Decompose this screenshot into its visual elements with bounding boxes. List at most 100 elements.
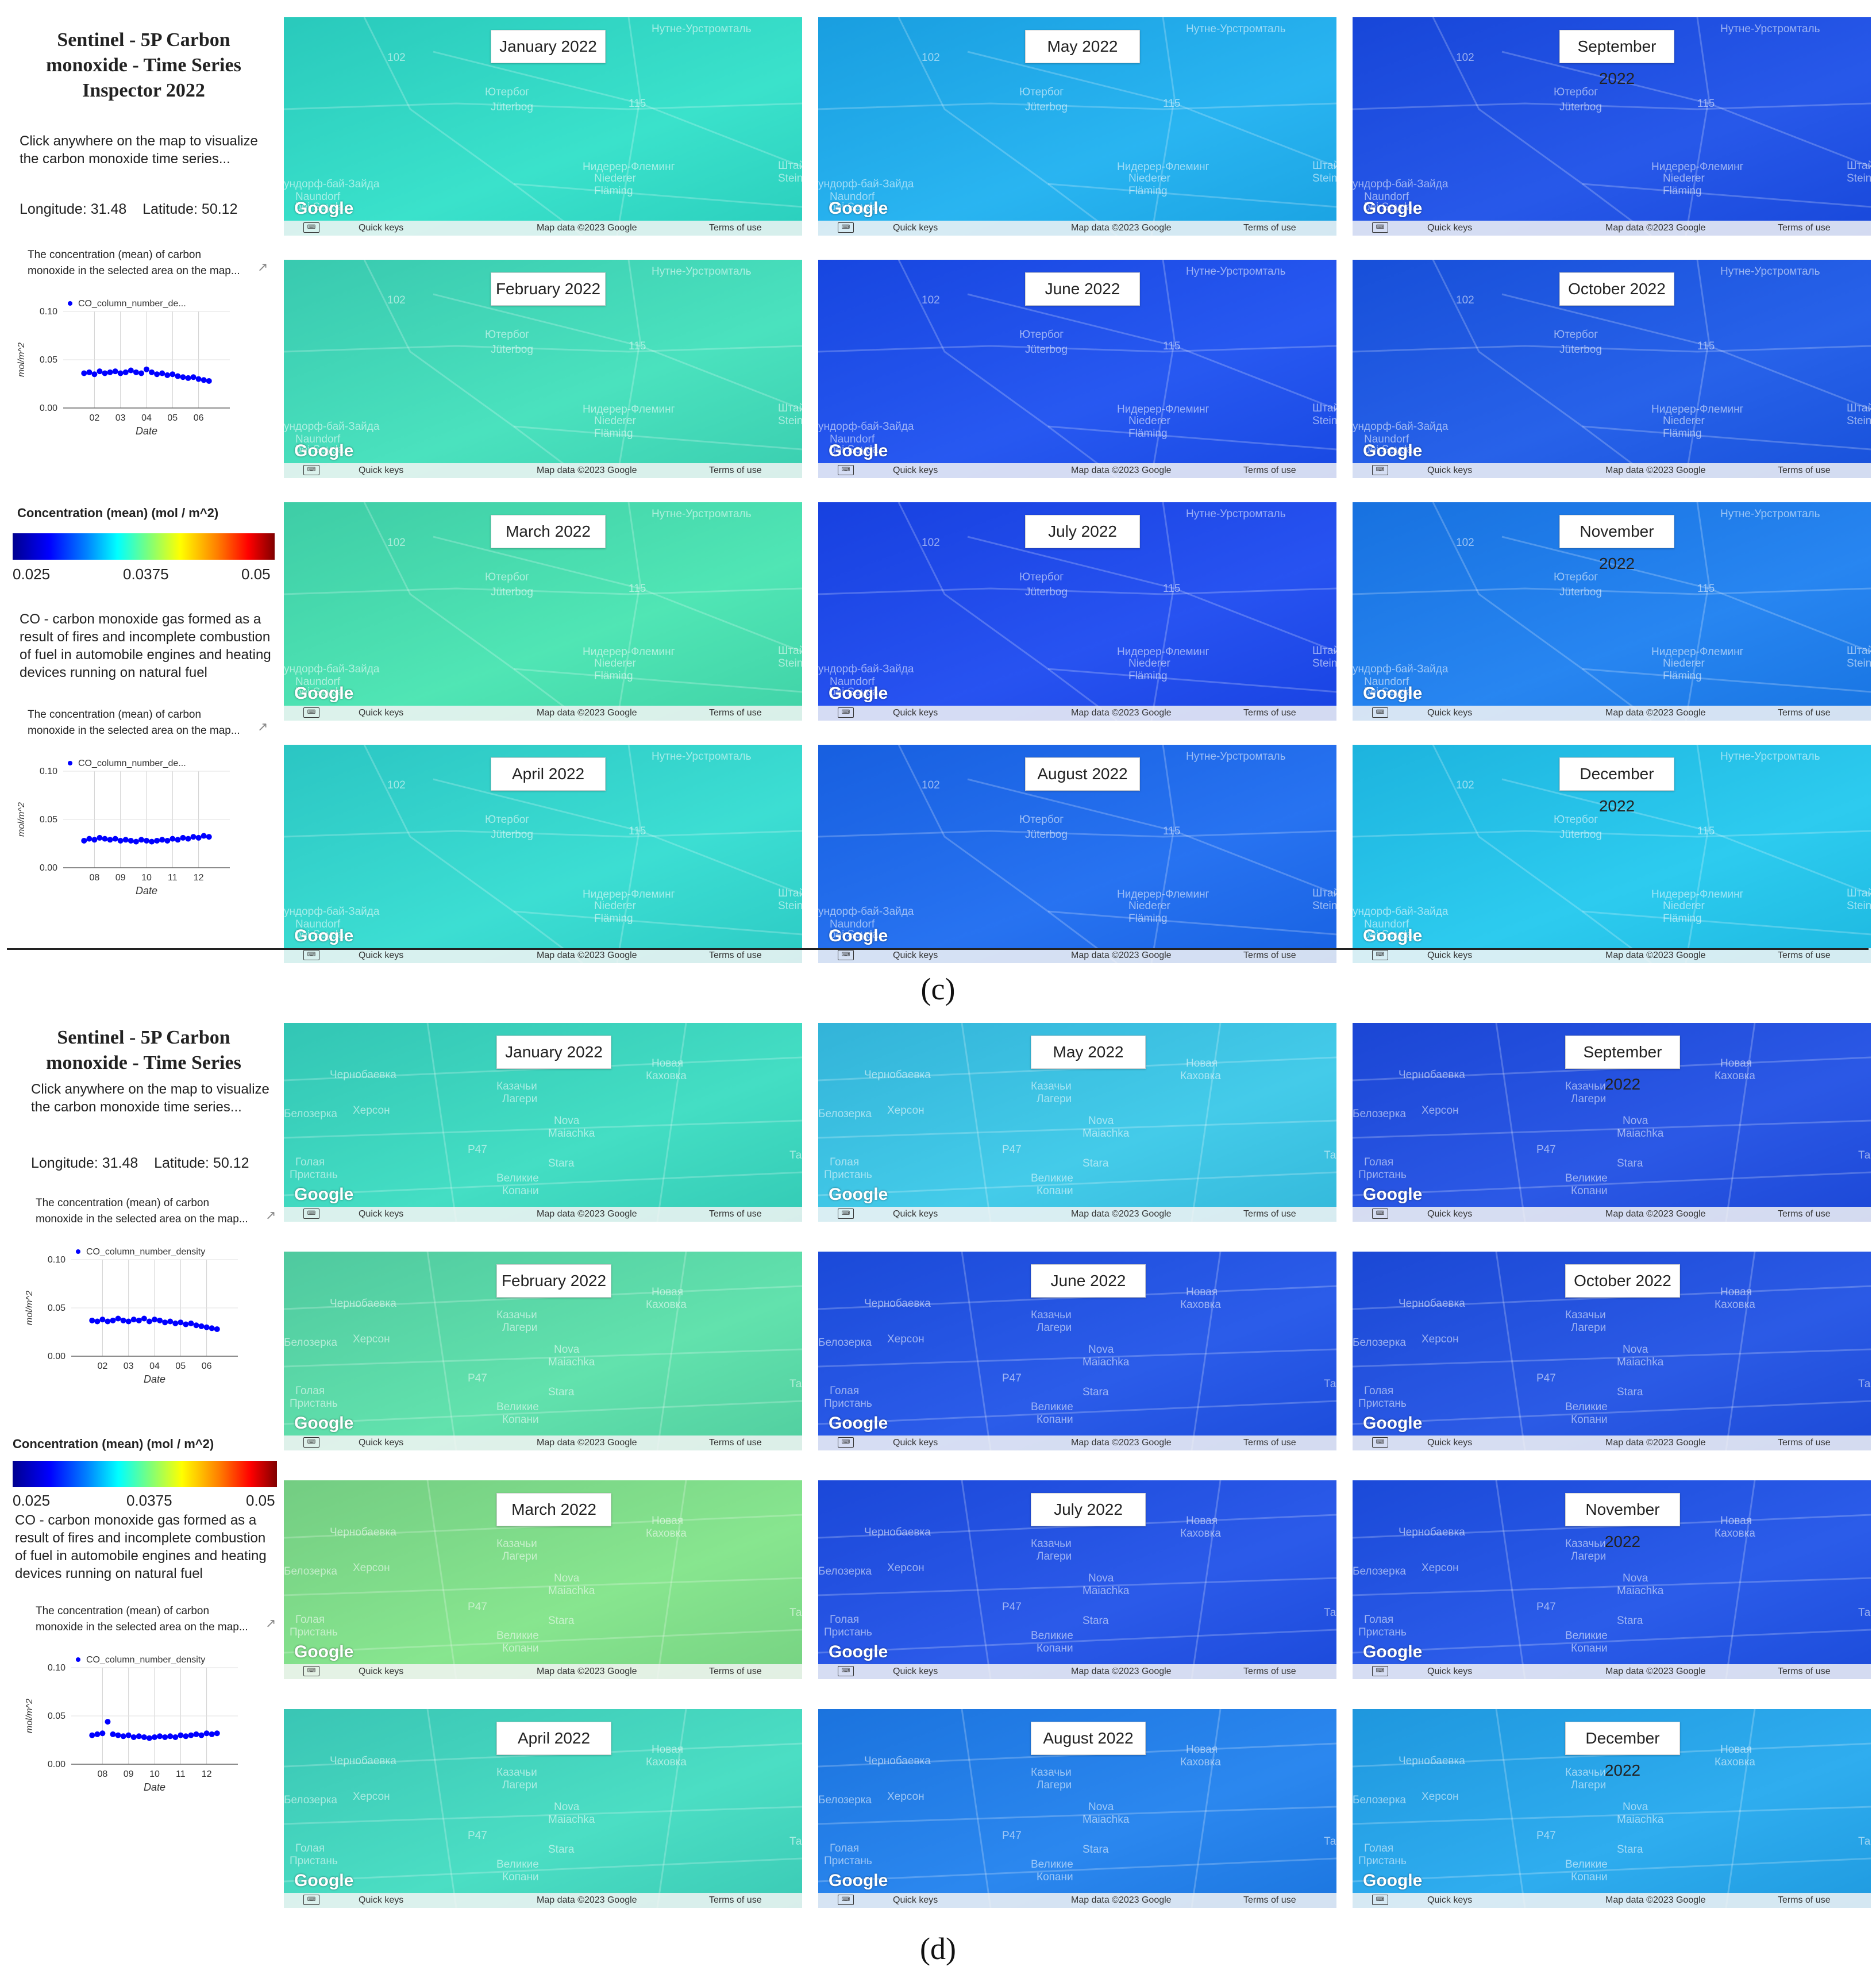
open-external-icon[interactable]: ↗ bbox=[265, 1616, 276, 1630]
map-tile-march[interactable]: Нутне-Урстромталь Ютербог Jüterbog Нидерер-… bbox=[284, 502, 802, 721]
quick-keys-link[interactable]: Quick keys bbox=[359, 708, 404, 718]
map-tile-february[interactable]: Чернобаевка Белозерка Херсон Казачьи Лагери Н… bbox=[284, 1252, 802, 1450]
quick-keys-link[interactable]: Quick keys bbox=[893, 1895, 938, 1905]
terms-of-use-link[interactable]: Terms of use bbox=[1778, 1667, 1831, 1676]
terms-of-use-link[interactable]: Terms of use bbox=[709, 465, 762, 475]
quick-keys-link[interactable]: Quick keys bbox=[893, 708, 938, 718]
quick-keys-link[interactable]: Quick keys bbox=[1427, 223, 1473, 233]
map-tile-september[interactable]: Чернобаевка Белозерка Херсон Казачьи Лагери Н… bbox=[1353, 1023, 1871, 1222]
map-tile-april[interactable]: Чернобаевка Белозерка Херсон Казачьи Лагери Н… bbox=[284, 1709, 802, 1908]
quick-keys-link[interactable]: Quick keys bbox=[1427, 950, 1473, 960]
quick-keys-link[interactable]: Quick keys bbox=[359, 1209, 404, 1219]
keyboard-icon[interactable]: ⌨ bbox=[1372, 1209, 1388, 1219]
quick-keys-link[interactable]: Quick keys bbox=[893, 223, 938, 233]
keyboard-icon[interactable]: ⌨ bbox=[303, 1895, 319, 1905]
keyboard-icon[interactable]: ⌨ bbox=[303, 1437, 319, 1448]
quick-keys-link[interactable]: Quick keys bbox=[893, 465, 938, 475]
map-tile-october[interactable]: Чернобаевка Белозерка Херсон Казачьи Лагери Н… bbox=[1353, 1252, 1871, 1450]
terms-of-use-link[interactable]: Terms of use bbox=[1243, 1667, 1296, 1676]
map-tile-february[interactable]: Нутне-Урстромталь Ютербог Jüterbog Нидерер-… bbox=[284, 260, 802, 478]
keyboard-icon[interactable]: ⌨ bbox=[1372, 707, 1388, 718]
map-tile-may[interactable]: Нутне-Урстромталь Ютербог Jüterbog Нидерер-… bbox=[818, 17, 1336, 236]
map-tile-august[interactable]: Нутне-Урстромталь Ютербог Jüterbog Нидерер-… bbox=[818, 745, 1336, 963]
terms-of-use-link[interactable]: Terms of use bbox=[709, 1667, 762, 1676]
terms-of-use-link[interactable]: Terms of use bbox=[1778, 1438, 1831, 1448]
map-tile-may[interactable]: Чернобаевка Белозерка Херсон Казачьи Лагери Н… bbox=[818, 1023, 1336, 1222]
keyboard-icon[interactable]: ⌨ bbox=[303, 465, 319, 475]
map-tile-july[interactable]: Чернобаевка Белозерка Херсон Казачьи Лагери Н… bbox=[818, 1480, 1336, 1679]
keyboard-icon[interactable]: ⌨ bbox=[1372, 950, 1388, 960]
map-tile-november[interactable]: Нутне-Урстромталь Ютербог Jüterbog Нидерер-… bbox=[1353, 502, 1871, 721]
terms-of-use-link[interactable]: Terms of use bbox=[709, 708, 762, 718]
keyboard-icon[interactable]: ⌨ bbox=[303, 222, 319, 233]
quick-keys-link[interactable]: Quick keys bbox=[1427, 1895, 1473, 1905]
keyboard-icon[interactable]: ⌨ bbox=[1372, 465, 1388, 475]
keyboard-icon[interactable]: ⌨ bbox=[838, 222, 854, 233]
terms-of-use-link[interactable]: Terms of use bbox=[1243, 1438, 1296, 1448]
map-tile-december[interactable]: Нутне-Урстромталь Ютербог Jüterbog Нидерер-… bbox=[1353, 745, 1871, 963]
map-tile-november[interactable]: Чернобаевка Белозерка Херсон Казачьи Лагери Н… bbox=[1353, 1480, 1871, 1679]
quick-keys-link[interactable]: Quick keys bbox=[359, 223, 404, 233]
quick-keys-link[interactable]: Quick keys bbox=[1427, 465, 1473, 475]
terms-of-use-link[interactable]: Terms of use bbox=[1778, 708, 1831, 718]
quick-keys-link[interactable]: Quick keys bbox=[1427, 708, 1473, 718]
quick-keys-link[interactable]: Quick keys bbox=[1427, 1438, 1473, 1448]
terms-of-use-link[interactable]: Terms of use bbox=[1778, 1209, 1831, 1219]
keyboard-icon[interactable]: ⌨ bbox=[303, 707, 319, 718]
map-tile-october[interactable]: Нутне-Урстромталь Ютербог Jüterbog Нидерер-… bbox=[1353, 260, 1871, 478]
map-tile-june[interactable]: Нутне-Урстромталь Ютербог Jüterbog Нидерер-… bbox=[818, 260, 1336, 478]
map-tile-january[interactable]: Чернобаевка Белозерка Херсон Казачьи Лагери Н… bbox=[284, 1023, 802, 1222]
quick-keys-link[interactable]: Quick keys bbox=[359, 950, 404, 960]
terms-of-use-link[interactable]: Terms of use bbox=[1778, 465, 1831, 475]
keyboard-icon[interactable]: ⌨ bbox=[838, 707, 854, 718]
terms-of-use-link[interactable]: Terms of use bbox=[1243, 950, 1296, 960]
terms-of-use-link[interactable]: Terms of use bbox=[1243, 1209, 1296, 1219]
quick-keys-link[interactable]: Quick keys bbox=[359, 465, 404, 475]
keyboard-icon[interactable]: ⌨ bbox=[838, 1437, 854, 1448]
terms-of-use-link[interactable]: Terms of use bbox=[709, 1895, 762, 1905]
terms-of-use-link[interactable]: Terms of use bbox=[709, 950, 762, 960]
keyboard-icon[interactable]: ⌨ bbox=[838, 465, 854, 475]
map-tile-july[interactable]: Нутне-Урстромталь Ютербог Jüterbog Нидерер-… bbox=[818, 502, 1336, 721]
map-tile-january[interactable]: Нутне-Урстромталь Ютербог Jüterbog Нидерер-… bbox=[284, 17, 802, 236]
terms-of-use-link[interactable]: Terms of use bbox=[709, 223, 762, 233]
keyboard-icon[interactable]: ⌨ bbox=[838, 1209, 854, 1219]
open-external-icon[interactable]: ↗ bbox=[257, 260, 268, 274]
terms-of-use-link[interactable]: Terms of use bbox=[1243, 465, 1296, 475]
keyboard-icon[interactable]: ⌨ bbox=[838, 1895, 854, 1905]
keyboard-icon[interactable]: ⌨ bbox=[1372, 1437, 1388, 1448]
quick-keys-link[interactable]: Quick keys bbox=[1427, 1667, 1473, 1676]
map-tile-december[interactable]: Чернобаевка Белозерка Херсон Казачьи Лагери Н… bbox=[1353, 1709, 1871, 1908]
map-tile-april[interactable]: Нутне-Урстромталь Ютербог Jüterbog Нидерер-… bbox=[284, 745, 802, 963]
terms-of-use-link[interactable]: Terms of use bbox=[1778, 1895, 1831, 1905]
quick-keys-link[interactable]: Quick keys bbox=[359, 1895, 404, 1905]
map-tile-august[interactable]: Чернобаевка Белозерка Херсон Казачьи Лагери Н… bbox=[818, 1709, 1336, 1908]
quick-keys-link[interactable]: Quick keys bbox=[893, 1667, 938, 1676]
keyboard-icon[interactable]: ⌨ bbox=[1372, 222, 1388, 233]
terms-of-use-link[interactable]: Terms of use bbox=[1778, 223, 1831, 233]
terms-of-use-link[interactable]: Terms of use bbox=[1243, 1895, 1296, 1905]
open-external-icon[interactable]: ↗ bbox=[265, 1208, 276, 1222]
keyboard-icon[interactable]: ⌨ bbox=[303, 1666, 319, 1676]
map-tile-march[interactable]: Чернобаевка Белозерка Херсон Казачьи Лагери Н… bbox=[284, 1480, 802, 1679]
keyboard-icon[interactable]: ⌨ bbox=[303, 1209, 319, 1219]
quick-keys-link[interactable]: Quick keys bbox=[1427, 1209, 1473, 1219]
map-tile-september[interactable]: Нутне-Урстромталь Ютербог Jüterbog Нидерер-… bbox=[1353, 17, 1871, 236]
map-tile-june[interactable]: Чернобаевка Белозерка Херсон Казачьи Лагери Н… bbox=[818, 1252, 1336, 1450]
keyboard-icon[interactable]: ⌨ bbox=[838, 1666, 854, 1676]
quick-keys-link[interactable]: Quick keys bbox=[359, 1438, 404, 1448]
quick-keys-link[interactable]: Quick keys bbox=[359, 1667, 404, 1676]
keyboard-icon[interactable]: ⌨ bbox=[1372, 1895, 1388, 1905]
terms-of-use-link[interactable]: Terms of use bbox=[1778, 950, 1831, 960]
quick-keys-link[interactable]: Quick keys bbox=[893, 1438, 938, 1448]
terms-of-use-link[interactable]: Terms of use bbox=[1243, 223, 1296, 233]
terms-of-use-link[interactable]: Terms of use bbox=[709, 1438, 762, 1448]
keyboard-icon[interactable]: ⌨ bbox=[303, 950, 319, 960]
quick-keys-link[interactable]: Quick keys bbox=[893, 1209, 938, 1219]
keyboard-icon[interactable]: ⌨ bbox=[1372, 1666, 1388, 1676]
terms-of-use-link[interactable]: Terms of use bbox=[1243, 708, 1296, 718]
open-external-icon[interactable]: ↗ bbox=[257, 719, 268, 734]
keyboard-icon[interactable]: ⌨ bbox=[838, 950, 854, 960]
terms-of-use-link[interactable]: Terms of use bbox=[709, 1209, 762, 1219]
quick-keys-link[interactable]: Quick keys bbox=[893, 950, 938, 960]
